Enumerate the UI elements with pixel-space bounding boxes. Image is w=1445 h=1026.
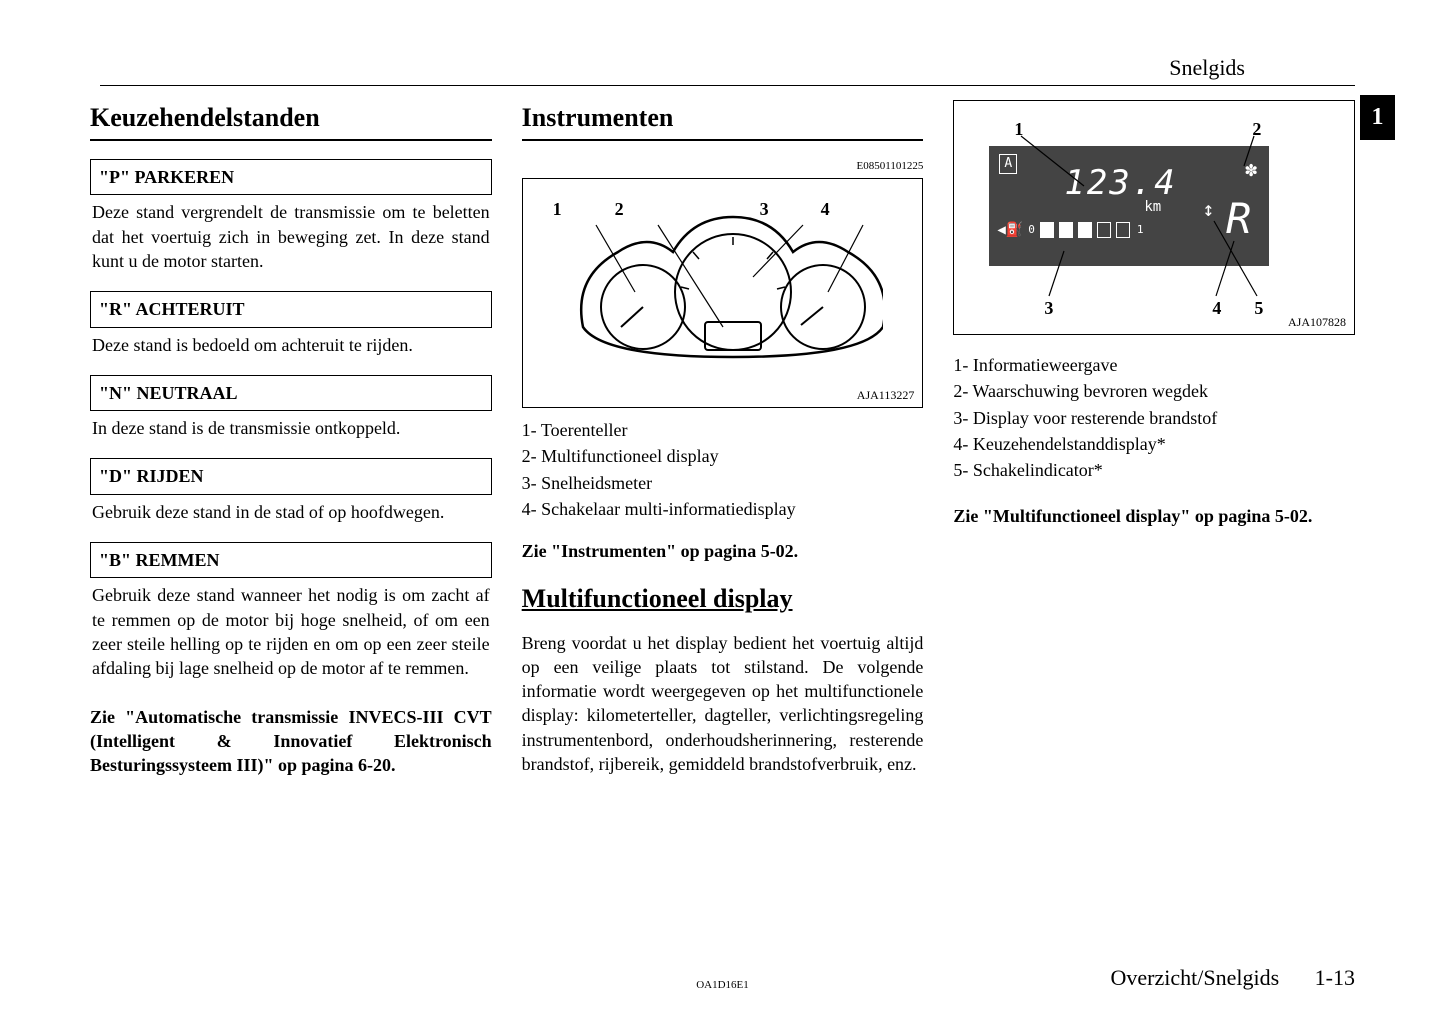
display-list: 1- Informatieweergave 2- Waarschuwing be… <box>953 353 1355 482</box>
shift-arrow-icon: ↕ <box>1202 196 1214 223</box>
display-mode: A <box>999 154 1017 174</box>
lcd-display-icon: A 123.4 km ✽ ↕ R ◀⛽ 0 1 <box>989 146 1269 266</box>
list-item: 1- Toerenteller <box>522 418 924 442</box>
gear-n-desc: In deze stand is de transmissie ontkoppe… <box>90 411 492 450</box>
gear-p-heading: "P" PARKEREN <box>90 159 492 195</box>
list-item: 1- Informatieweergave <box>953 353 1355 377</box>
col1-reference: Zie "Automatische transmissie INVECS-III… <box>90 705 492 778</box>
instrument-figure: 1 2 3 4 <box>522 178 924 408</box>
gear-n-heading: "N" NEUTRAAL <box>90 375 492 411</box>
list-item: 4- Schakelaar multi-informatiedisplay <box>522 497 924 521</box>
footer-doc-code: OA1D16E1 <box>696 979 749 991</box>
header-rule <box>100 85 1355 86</box>
gauge-cluster-icon <box>563 197 883 367</box>
gear-d-desc: Gebruik deze stand in de stad of op hoof… <box>90 495 492 534</box>
display-unit: km <box>1144 198 1161 217</box>
gear-b-heading: "B" REMMEN <box>90 542 492 578</box>
col2-body-2: Breng voordat u het display bedient het … <box>522 627 924 781</box>
column-3: 1 2 3 4 5 A 123.4 km ✽ ↕ R ◀⛽ 0 1 <box>953 100 1355 780</box>
col3-reference: Zie "Multifunctioneel display" op pagina… <box>953 504 1355 528</box>
fuel-max: 1 <box>1137 223 1144 238</box>
col2-title-2: Multifunctioneel display <box>522 581 924 616</box>
footer-page-number: 1-13 <box>1315 965 1355 990</box>
footer-section: Overzicht/Snelgids 1-13 <box>1111 965 1355 991</box>
list-item: 2- Waarschuwing bevroren wegdek <box>953 379 1355 403</box>
callout-3: 3 <box>760 197 769 221</box>
callout-bot-4: 4 <box>1212 296 1221 320</box>
callout-4: 4 <box>821 197 830 221</box>
list-item: 4- Keuzehendelstanddisplay* <box>953 432 1355 456</box>
col2-title: Instrumenten <box>522 100 924 141</box>
gear-p-desc: Deze stand vergrendelt de transmissie om… <box>90 195 492 283</box>
snowflake-icon: ✽ <box>1245 156 1257 183</box>
chapter-tab: 1 <box>1360 95 1395 140</box>
callout-2: 2 <box>615 197 624 221</box>
gear-b-desc: Gebruik deze stand wanneer het nodig is … <box>90 578 492 690</box>
callout-bot-5: 5 <box>1254 296 1263 320</box>
content-columns: Keuzehendelstanden "P" PARKEREN Deze sta… <box>90 100 1355 780</box>
figure-code-2: AJA107828 <box>1288 314 1346 330</box>
column-1: Keuzehendelstanden "P" PARKEREN Deze sta… <box>90 100 492 780</box>
callout-1: 1 <box>553 197 562 221</box>
list-item: 5- Schakelindicator* <box>953 458 1355 482</box>
gear-d-heading: "D" RIJDEN <box>90 458 492 494</box>
callout-top-2: 2 <box>1252 117 1261 141</box>
callout-bot-3: 3 <box>1044 296 1053 320</box>
list-item: 2- Multifunctioneel display <box>522 444 924 468</box>
display-gear: R <box>1226 191 1251 248</box>
col2-doc-code: E08501101225 <box>522 159 924 174</box>
gear-r-heading: "R" ACHTERUIT <box>90 291 492 327</box>
page-header-title: Snelgids <box>1169 55 1245 81</box>
column-2: Instrumenten E08501101225 1 2 3 4 <box>522 100 924 780</box>
display-figure: 1 2 3 4 5 A 123.4 km ✽ ↕ R ◀⛽ 0 1 <box>953 100 1355 335</box>
instrument-list: 1- Toerenteller 2- Multifunctioneel disp… <box>522 418 924 521</box>
fuel-gauge-icon: ◀⛽ 0 1 <box>997 221 1143 240</box>
fuel-min: 0 <box>1028 223 1035 238</box>
gear-r-desc: Deze stand is bedoeld om achteruit te ri… <box>90 328 492 367</box>
footer-section-label: Overzicht/Snelgids <box>1111 965 1280 990</box>
figure-code-1: AJA113227 <box>857 387 915 403</box>
list-item: 3- Snelheidsmeter <box>522 471 924 495</box>
list-item: 3- Display voor resterende brandstof <box>953 406 1355 430</box>
col1-title: Keuzehendelstanden <box>90 100 492 141</box>
callout-top-1: 1 <box>1014 117 1023 141</box>
col2-reference-1: Zie "Instrumenten" op pagina 5-02. <box>522 539 924 563</box>
